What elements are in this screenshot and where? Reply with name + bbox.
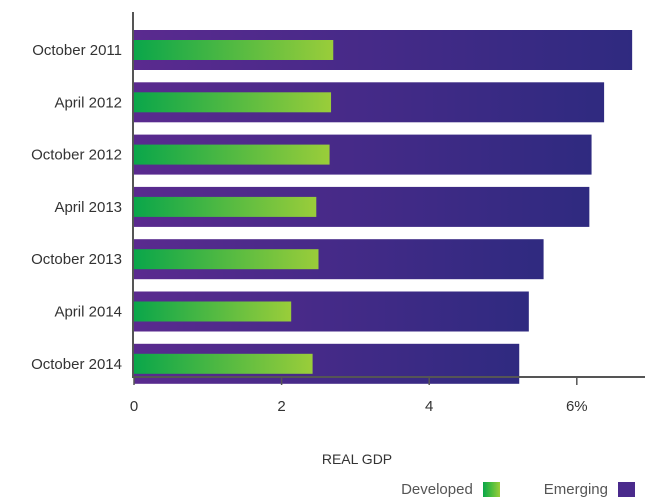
bar-developed-april-2013 xyxy=(134,196,317,217)
developed-bars xyxy=(134,40,334,374)
category-label-april-2013: April 2013 xyxy=(54,199,122,216)
x-axis-title: REAL GDP xyxy=(322,451,392,467)
legend-label-emerging: Emerging xyxy=(543,481,608,498)
x-tick-label-2: 2 xyxy=(277,398,285,415)
legend-item-developed: Developed xyxy=(401,481,500,498)
legend-swatch-emerging xyxy=(618,482,635,497)
category-labels: October 2011 April 2012 October 2012 April … xyxy=(31,42,122,373)
category-label-october-2014: October 2014 xyxy=(31,356,122,373)
bar-developed-october-2012 xyxy=(134,144,330,165)
category-label-april-2014: April 2014 xyxy=(54,304,122,321)
bar-developed-october-2014 xyxy=(134,353,313,374)
legend-item-emerging: Emerging xyxy=(544,481,635,498)
bar-developed-october-2011 xyxy=(134,40,334,60)
x-tick-label-4: 4 xyxy=(425,398,433,415)
bar-developed-april-2014 xyxy=(134,301,292,322)
category-label-october-2012: October 2012 xyxy=(31,147,122,164)
axes xyxy=(132,12,645,385)
legend-swatch-developed xyxy=(482,482,500,497)
category-label-october-2013: October 2013 xyxy=(31,251,122,268)
bar-developed-october-2013 xyxy=(134,249,319,270)
bar-developed-april-2012 xyxy=(134,92,332,113)
tick-labels: 0 2 4 6% xyxy=(130,398,588,415)
bar-chart: October 2011 April 2012 October 2012 April … xyxy=(31,12,645,467)
category-label-april-2012: April 2012 xyxy=(54,94,122,111)
category-label-october-2011: October 2011 xyxy=(32,42,122,59)
x-tick-label-6: 6% xyxy=(566,398,588,415)
legend: Developed Emerging xyxy=(401,481,635,498)
legend-label-developed: Developed xyxy=(401,481,473,498)
x-tick-label-0: 0 xyxy=(130,398,138,415)
